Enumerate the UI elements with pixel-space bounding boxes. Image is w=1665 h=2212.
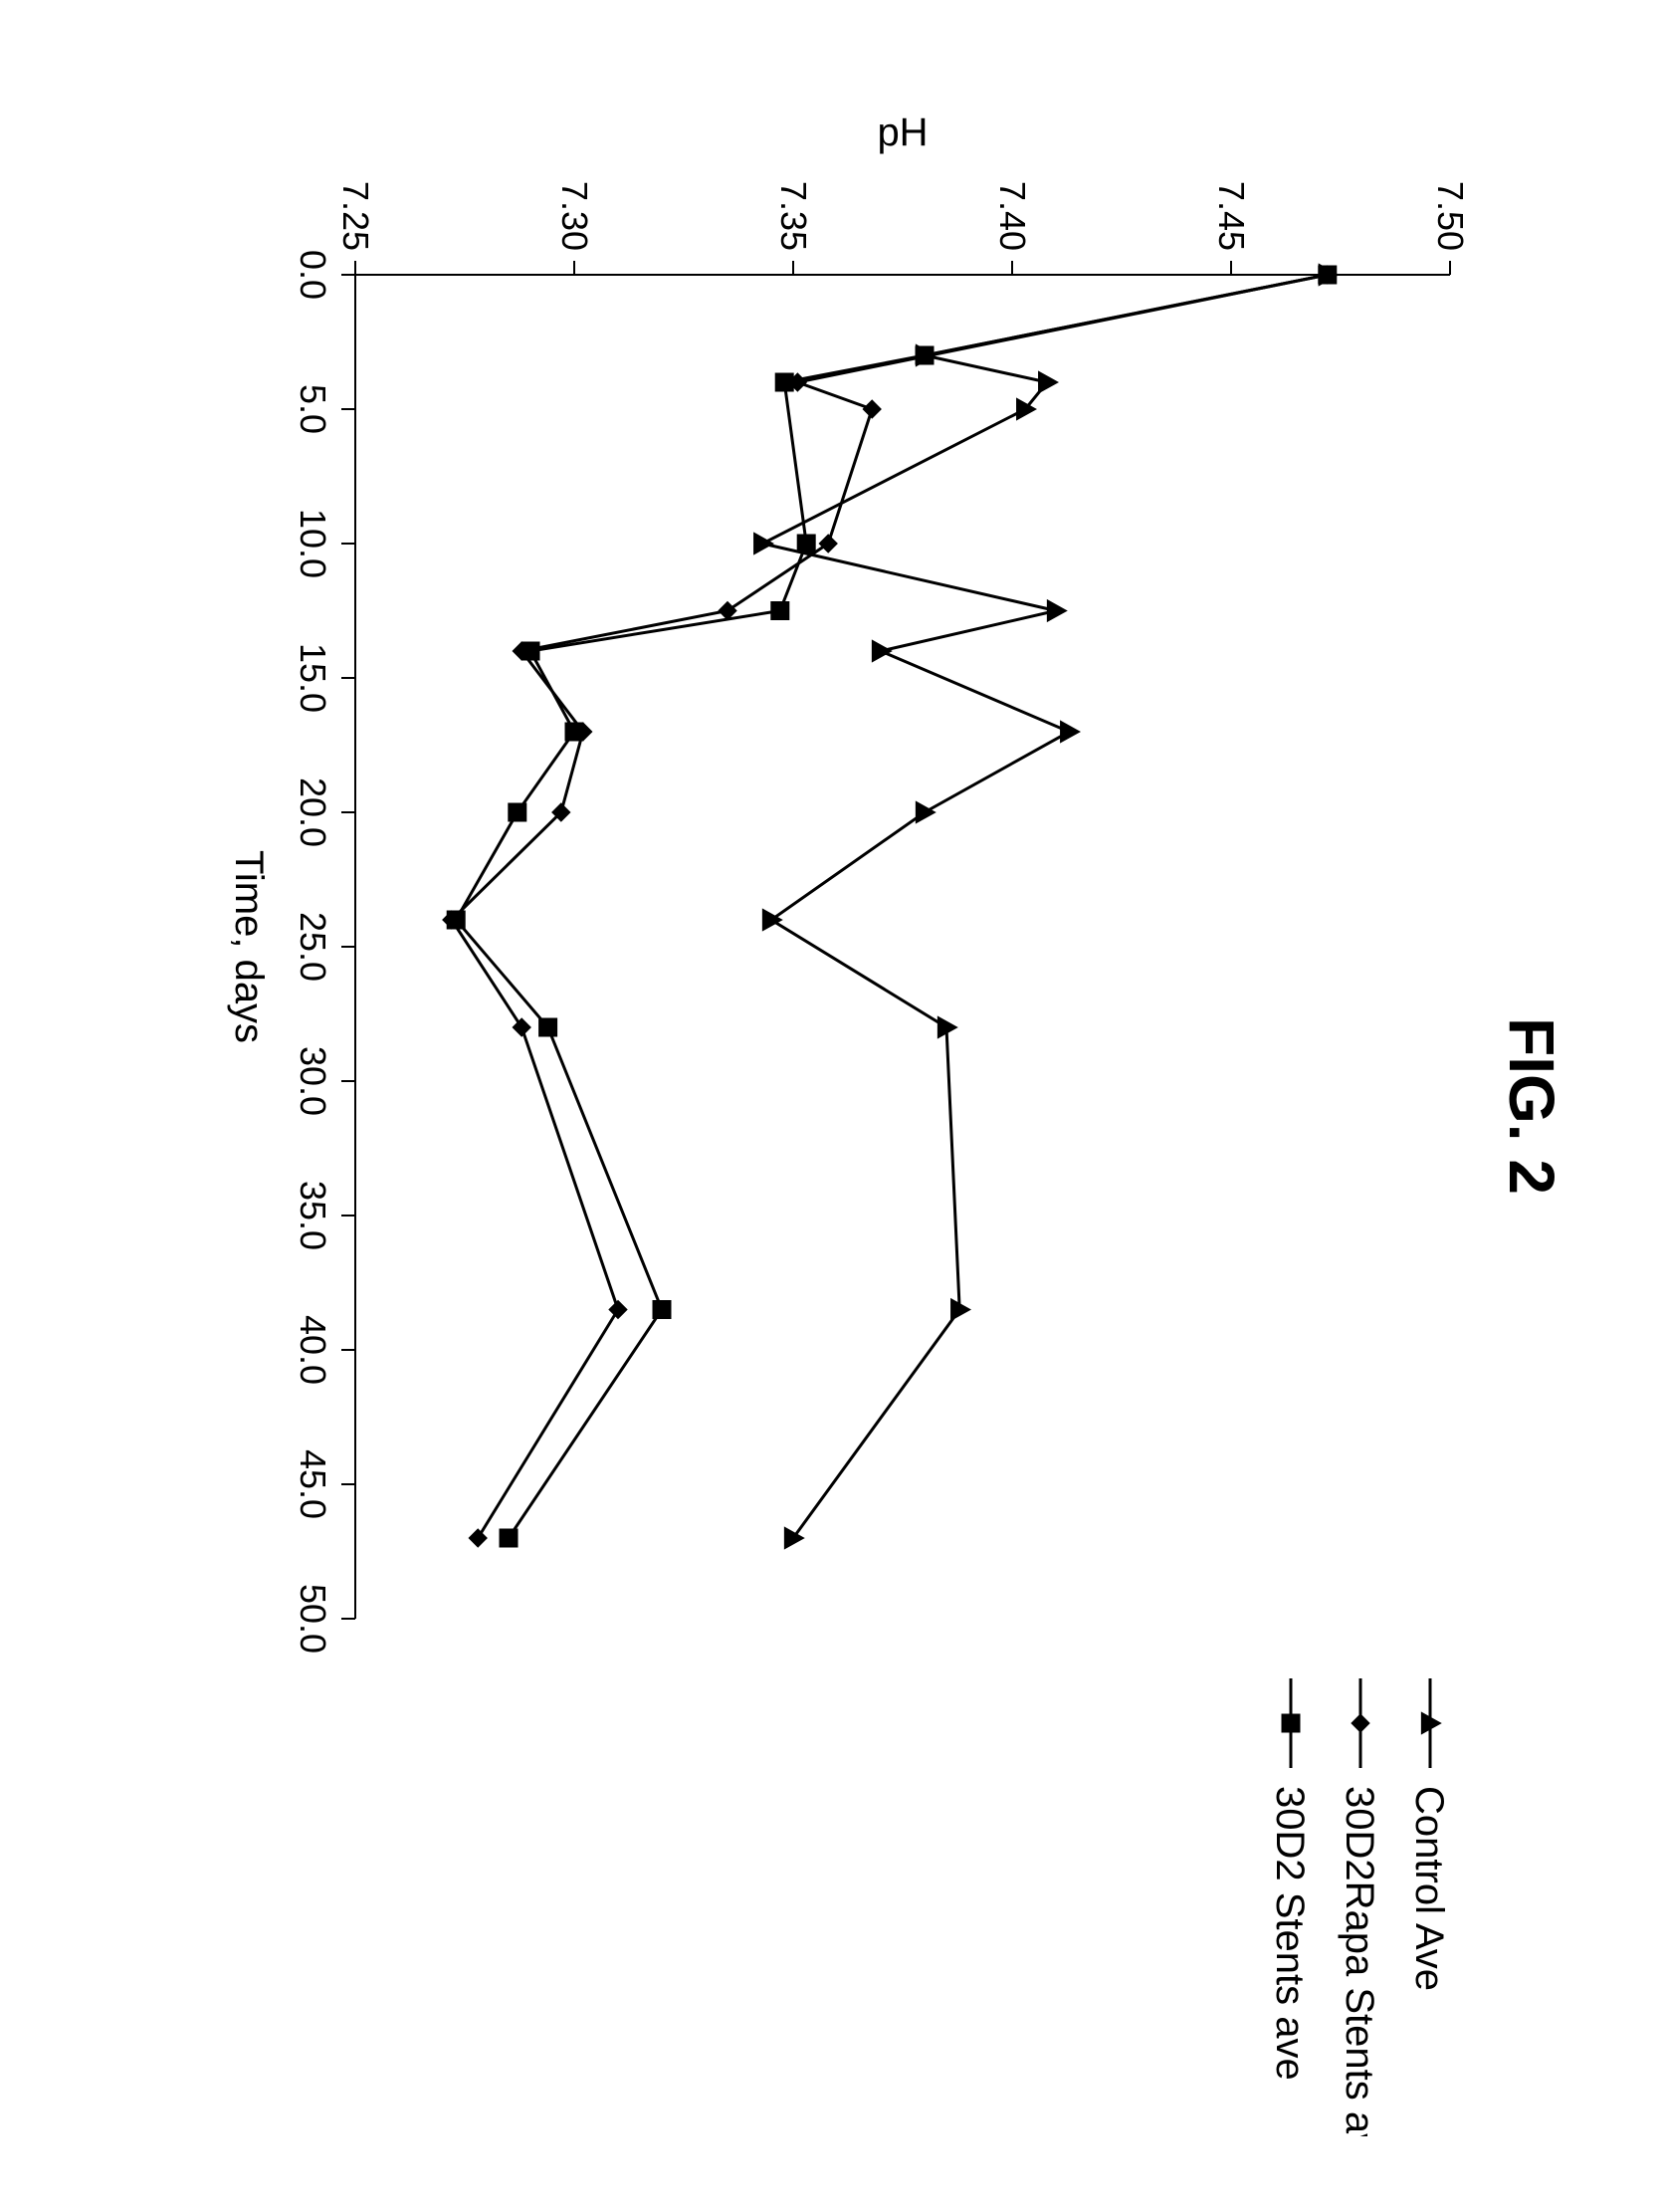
- series-line: [456, 275, 1328, 1538]
- square-marker-icon: [1318, 266, 1336, 284]
- series-30d2rapa-stents-ave: [442, 266, 1336, 1547]
- x-tick-label: 5.0: [293, 384, 333, 434]
- y-tick-label: 7.40: [992, 181, 1033, 251]
- square-marker-icon: [797, 535, 815, 553]
- triangle-marker-icon: [1060, 721, 1079, 743]
- figure-label: FIG. 2: [1495, 1017, 1568, 1195]
- chart-container: 0.0 5.0 10.0 15.0 20.0 25.0 30.0 35.0 40.0 45.0 50…: [116, 76, 1550, 2136]
- series-control-ave: [753, 264, 1338, 1549]
- square-marker-icon: [508, 803, 525, 821]
- x-tick-label: 20.0: [293, 777, 333, 847]
- triangle-marker-icon: [753, 533, 772, 554]
- diamond-marker-icon: [863, 400, 881, 418]
- y-tick-label: 7.30: [554, 181, 595, 251]
- x-tick-label: 35.0: [293, 1181, 333, 1250]
- x-tick-label: 30.0: [293, 1046, 333, 1116]
- triangle-marker-icon: [1038, 371, 1057, 393]
- x-axis-title: Time, days: [227, 850, 271, 1043]
- diamond-marker-icon: [1352, 1714, 1369, 1732]
- x-tick-label: 50.0: [293, 1584, 333, 1654]
- y-tick-label: 7.50: [1430, 181, 1471, 251]
- page: 0.0 5.0 10.0 15.0 20.0 25.0 30.0 35.0 40.0 45.0 50…: [0, 0, 1665, 2212]
- diamond-marker-icon: [513, 1018, 530, 1036]
- legend-label: 30D2Rapa Stents ave: [1338, 1786, 1381, 2136]
- x-tick-label: 40.0: [293, 1315, 333, 1385]
- axes: [355, 275, 1450, 1619]
- diamond-marker-icon: [609, 1301, 627, 1319]
- square-marker-icon: [538, 1018, 556, 1036]
- square-marker-icon: [653, 1301, 671, 1319]
- square-marker-icon: [775, 373, 793, 391]
- line-chart: 0.0 5.0 10.0 15.0 20.0 25.0 30.0 35.0 40.0 45.0 50…: [116, 76, 1550, 2136]
- diamond-marker-icon: [469, 1529, 487, 1547]
- square-marker-icon: [500, 1529, 518, 1547]
- x-tick-label: 0.0: [293, 250, 333, 300]
- triangle-marker-icon: [762, 909, 781, 931]
- x-tick-label: 10.0: [293, 509, 333, 578]
- square-marker-icon: [447, 911, 465, 929]
- series-line: [762, 275, 1328, 1538]
- square-marker-icon: [770, 602, 788, 620]
- legend: Control Ave 30D2Rapa Stents ave 30D2 Stent…: [1268, 1678, 1451, 2136]
- triangle-marker-icon: [1047, 600, 1066, 622]
- triangle-marker-icon: [872, 640, 891, 662]
- x-tick-label: 25.0: [293, 912, 333, 982]
- legend-label: 30D2 Stents ave: [1268, 1786, 1312, 2081]
- y-tick-label: 7.45: [1211, 181, 1252, 251]
- legend-label: Control Ave: [1407, 1786, 1451, 1991]
- y-axis-title: pH: [877, 111, 928, 154]
- x-tick-label: 15.0: [293, 643, 333, 713]
- square-marker-icon: [565, 723, 583, 741]
- square-marker-icon: [916, 346, 934, 364]
- y-tick-label: 7.35: [773, 181, 814, 251]
- x-tick-label: 45.0: [293, 1449, 333, 1519]
- triangle-marker-icon: [916, 801, 935, 823]
- square-marker-icon: [1282, 1714, 1300, 1732]
- square-marker-icon: [521, 642, 539, 660]
- series-line: [451, 275, 1327, 1538]
- y-tick-label: 7.25: [335, 181, 376, 251]
- series-30d2-stents-ave: [447, 266, 1337, 1547]
- triangle-marker-icon: [784, 1527, 803, 1549]
